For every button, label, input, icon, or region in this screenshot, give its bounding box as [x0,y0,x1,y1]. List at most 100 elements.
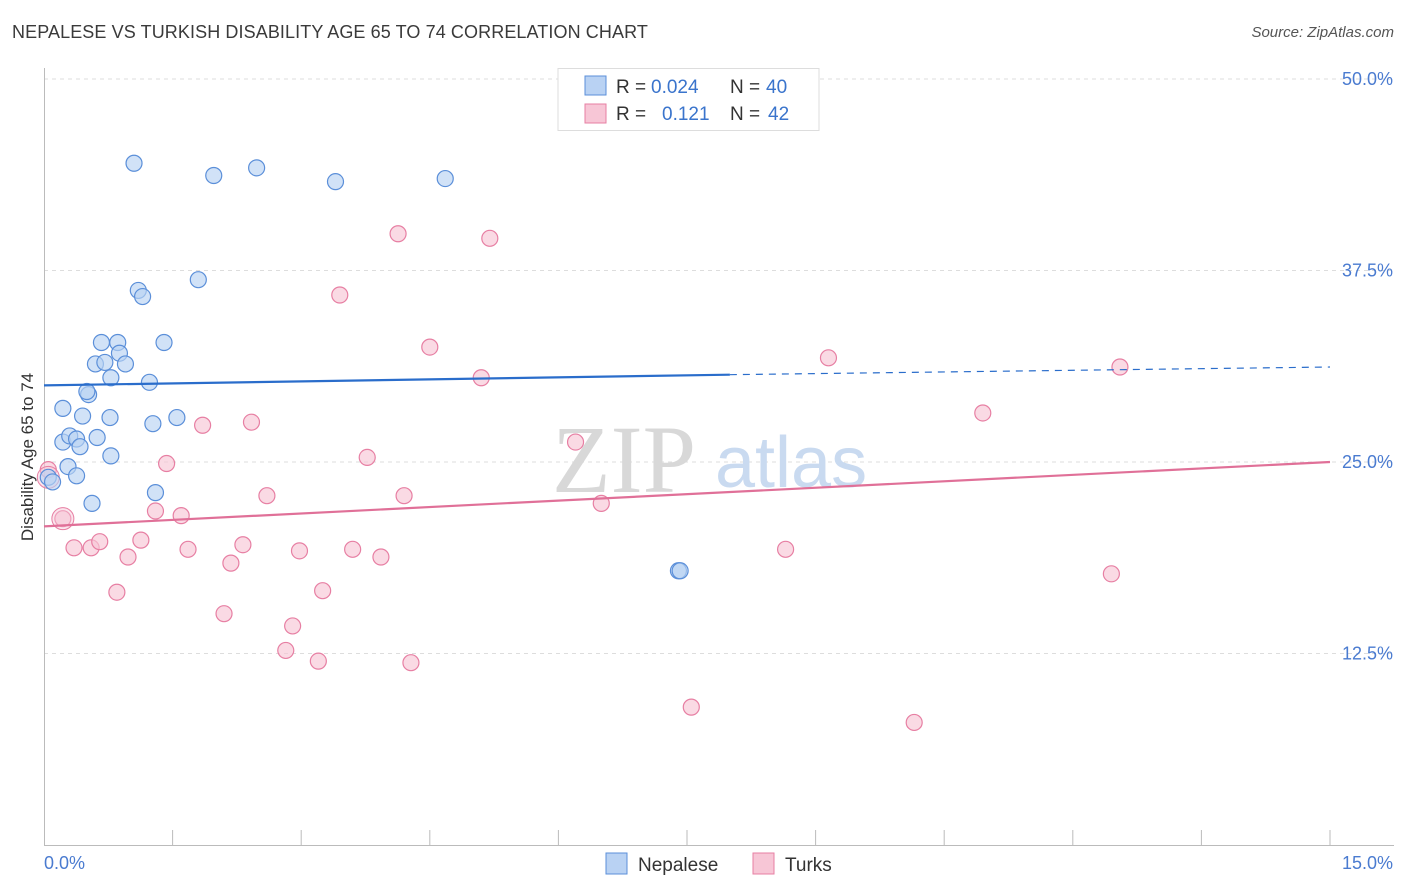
turks-point [194,416,212,434]
turks-point [776,540,795,558]
series-nepalese [39,154,689,580]
turks-point [258,487,276,505]
nepalese-point [248,159,266,177]
x-tick-label: 15.0% [1342,853,1393,873]
turks-point [54,510,72,528]
nepalese-point [189,271,207,289]
turks-point [344,540,362,558]
nepalese-point [101,408,119,427]
y-axis-label: Disability Age 65 to 74 [18,373,37,541]
turks-point [222,554,240,572]
turks-point [179,540,197,558]
turks-point [974,404,992,422]
legend-n-value-2: 42 [768,104,789,125]
source-label: Source: ZipAtlas.com [1251,24,1394,41]
nepalese-point [88,428,106,447]
turks-point [1111,358,1129,376]
series-legend: Nepalese Turks [605,852,832,876]
nepalese-point [125,154,143,172]
turks-point [234,536,252,554]
turks-trend-line [43,460,1331,528]
turks-point [284,617,302,635]
nepalese-point [43,473,62,491]
nepalese-point [133,287,152,306]
nepalese-point [54,399,72,417]
turks-point [309,652,327,670]
turks-point [905,713,923,732]
nepalese-point [116,355,135,373]
turks-point [389,225,407,243]
turks-point [372,548,390,566]
nepalese-point [671,562,689,580]
turks-point [566,433,585,451]
nepalese-point [71,438,89,456]
bottom-legend-label-turks: Turks [785,855,832,876]
nepalese-trend-line-extension [729,366,1331,376]
axes [44,68,1394,846]
y-tick-labels: 12.5% 25.0% 37.5% 50.0% [1342,69,1393,664]
turks-point [314,582,332,600]
legend-r-value-2: 0.121 [662,104,710,125]
legend-n-label-1: N = [730,77,760,98]
legend-swatch-turks [584,103,607,124]
turks-point [395,487,413,505]
legend-swatch-nepalese [584,75,607,96]
turks-point [819,349,838,367]
turks-point [242,413,261,431]
nepalese-point [73,407,92,425]
turks-point [146,502,165,520]
chart-title: NEPALESE VS TURKISH DISABILITY AGE 65 TO… [12,22,648,42]
legend-n-value-1: 40 [766,77,787,98]
y-tick-label: 25.0% [1342,452,1393,472]
turks-point [358,448,376,467]
nepalese-point [436,169,454,188]
turks-point [172,507,190,525]
nepalese-point [144,415,162,433]
turks-point [157,454,176,473]
grid-lines [44,78,1394,654]
nepalese-point [92,333,111,352]
turks-point [277,641,295,660]
turks-point [481,229,499,247]
x-tick-label: 0.0% [44,853,85,873]
y-tick-label: 50.0% [1342,69,1393,89]
turks-point [108,583,126,601]
turks-point [682,698,700,716]
correlation-legend: R = 0.024 N = 40 R = 0.121 N = 42 [557,68,820,131]
nepalese-point [140,373,159,391]
series-turks [36,225,1129,732]
turks-point [402,654,420,672]
turks-point [290,542,309,560]
nepalese-point [96,353,114,372]
x-tick-labels: 0.0% 15.0% [44,853,1393,873]
legend-r-value-1: 0.024 [651,77,699,98]
x-tick-marks [172,830,1331,845]
turks-point [132,531,150,549]
turks-point [421,338,439,356]
nepalese-trend-line [43,373,730,387]
trend-lines [43,366,1331,528]
turks-point [91,533,109,551]
legend-n-label-2: N = [730,104,760,125]
nepalese-point [78,382,96,401]
turks-point [1102,565,1120,583]
turks-point [331,286,349,304]
nepalese-point [102,369,120,387]
y-tick-label: 12.5% [1342,644,1393,664]
nepalese-point [155,333,173,352]
legend-r-label-2: R = [616,104,646,125]
legend-r-label-1: R = [616,77,646,98]
bottom-legend-swatch-turks [752,852,775,875]
bottom-legend-swatch-nepalese [605,852,628,875]
nepalese-point [326,173,345,191]
turks-point [65,539,83,557]
nepalese-point [102,447,120,465]
nepalese-point [146,484,165,502]
nepalese-point [205,166,223,185]
bottom-legend-label-nepalese: Nepalese [638,855,718,876]
turks-point [119,548,137,566]
nepalese-point [67,467,86,485]
nepalese-point [168,408,186,427]
nepalese-point [83,494,101,512]
